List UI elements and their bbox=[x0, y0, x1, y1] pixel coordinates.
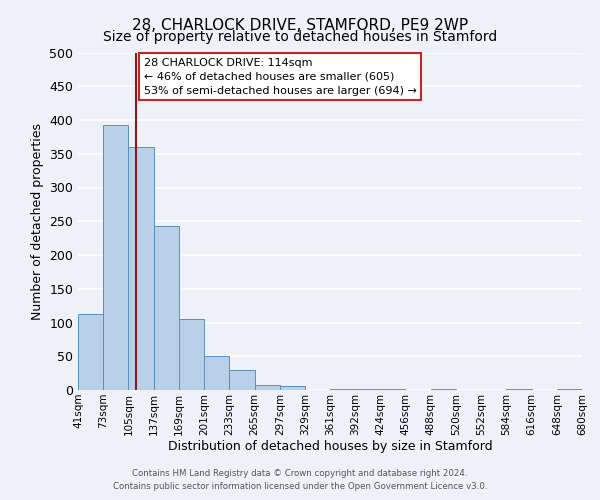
X-axis label: Distribution of detached houses by size in Stamford: Distribution of detached houses by size … bbox=[167, 440, 493, 454]
Bar bbox=[204, 356, 229, 390]
Text: 28 CHARLOCK DRIVE: 114sqm
← 46% of detached houses are smaller (605)
53% of semi: 28 CHARLOCK DRIVE: 114sqm ← 46% of detac… bbox=[143, 58, 416, 96]
Bar bbox=[331, 388, 355, 390]
Bar bbox=[179, 319, 204, 390]
Y-axis label: Number of detached properties: Number of detached properties bbox=[31, 122, 44, 320]
Bar bbox=[557, 388, 582, 390]
Bar bbox=[154, 226, 179, 390]
Bar bbox=[254, 384, 280, 390]
Bar bbox=[229, 370, 254, 390]
Bar bbox=[280, 386, 305, 390]
Text: Size of property relative to detached houses in Stamford: Size of property relative to detached ho… bbox=[103, 30, 497, 44]
Bar bbox=[128, 147, 154, 390]
Bar bbox=[103, 124, 128, 390]
Bar bbox=[78, 314, 103, 390]
Text: Contains HM Land Registry data © Crown copyright and database right 2024.
Contai: Contains HM Land Registry data © Crown c… bbox=[113, 470, 487, 491]
Text: 28, CHARLOCK DRIVE, STAMFORD, PE9 2WP: 28, CHARLOCK DRIVE, STAMFORD, PE9 2WP bbox=[132, 18, 468, 32]
